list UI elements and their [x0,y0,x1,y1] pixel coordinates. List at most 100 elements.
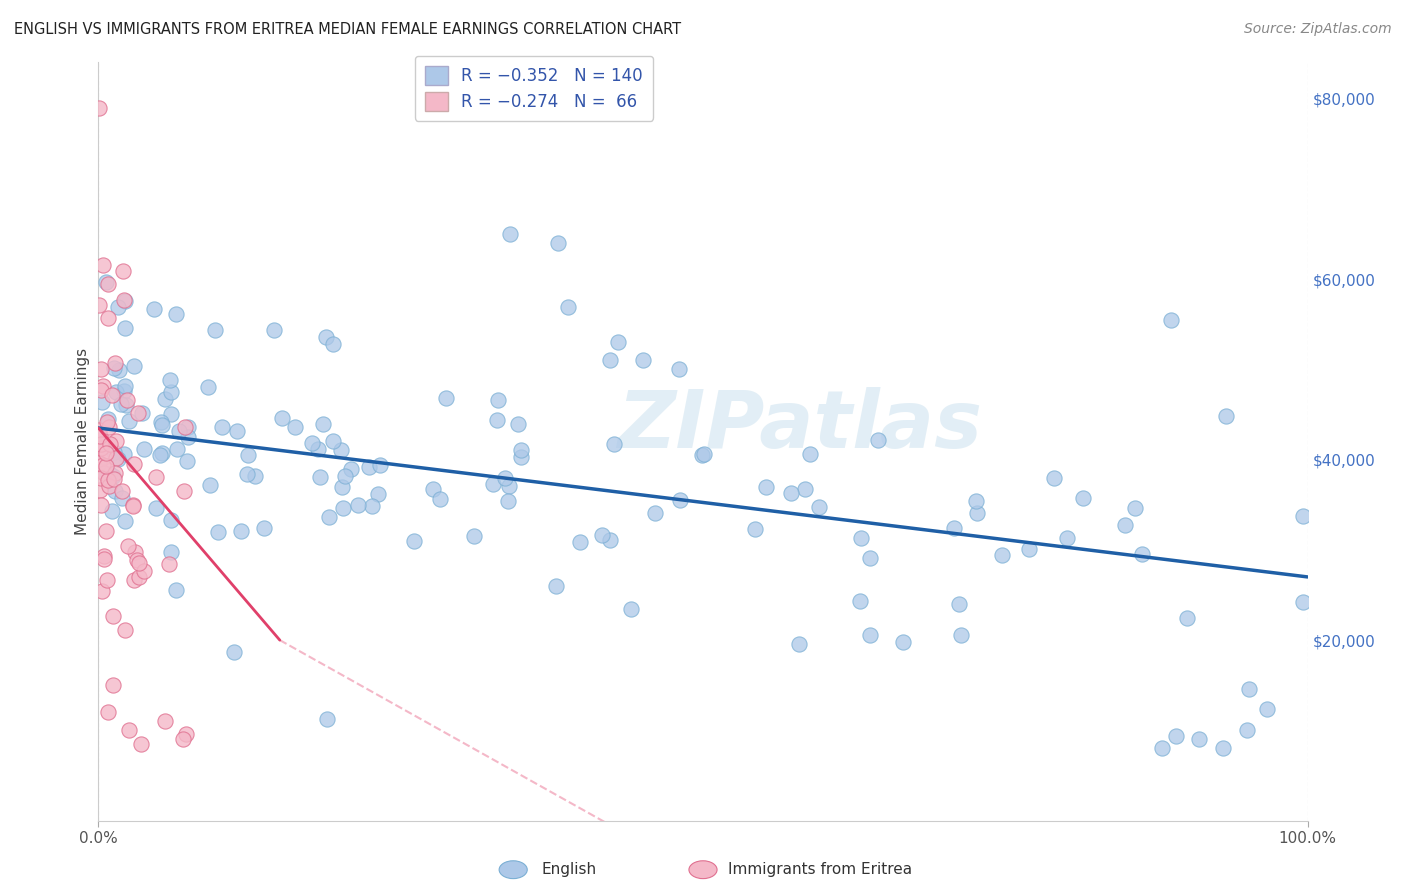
Point [891,635,914,649]
Point [966,506,988,520]
Point [329,443,352,458]
Point [557,300,579,314]
Point [166,442,188,457]
Point [112,446,135,460]
Point [322,434,344,448]
Point [498,227,520,241]
Point [91,258,114,272]
Point [591,528,613,542]
Point [97,706,120,720]
Point [103,468,125,483]
Point [93,450,115,464]
Point [1237,681,1260,696]
Point [97,412,120,426]
Point [111,491,134,505]
Point [93,466,115,480]
Point [693,447,716,461]
Point [173,483,195,498]
Point [176,430,198,444]
Point [160,407,183,421]
Point [744,522,766,536]
Point [603,437,626,451]
Point [97,473,120,487]
Point [330,480,353,494]
Point [145,470,167,484]
Point [122,499,145,513]
Point [159,384,181,399]
Point [1291,595,1313,609]
Point [211,420,233,434]
Point [115,393,138,408]
Point [780,486,803,500]
Point [165,307,187,321]
Point [463,529,485,543]
Point [90,437,112,451]
Point [238,449,260,463]
Point [950,628,973,642]
Point [148,448,170,462]
Text: English: English [541,863,596,877]
Point [1291,508,1313,523]
Point [89,101,111,115]
Point [89,456,111,470]
Point [176,727,198,741]
Point [103,361,125,376]
Point [124,545,146,559]
Point [93,549,115,563]
Point [90,395,112,409]
Point [361,500,384,514]
Point [107,452,129,467]
Y-axis label: Median Female Earnings: Median Female Earnings [75,348,90,535]
Point [859,551,882,566]
Point [150,415,173,429]
Point [1114,517,1136,532]
Point [252,521,274,535]
Point [96,459,118,474]
Point [544,579,567,593]
Point [93,458,115,473]
Point [1212,741,1234,756]
Point [849,531,872,545]
Point [1018,542,1040,557]
Point [402,534,425,549]
Point [94,467,117,481]
Point [948,597,970,611]
Point [153,714,176,729]
Point [96,573,118,587]
Point [90,498,112,512]
Point [112,384,135,398]
Point [263,323,285,337]
Text: ZIPatlas: ZIPatlas [617,387,983,466]
Text: ENGLISH VS IMMIGRANTS FROM ERITREA MEDIAN FEMALE EARNINGS CORRELATION CHART: ENGLISH VS IMMIGRANTS FROM ERITREA MEDIA… [14,22,681,37]
Point [94,524,117,538]
Point [486,413,509,427]
Point [690,448,713,462]
Point [87,298,110,312]
Point [159,513,181,527]
Point [207,524,229,539]
Point [422,482,444,496]
Point [110,397,132,411]
Point [90,362,112,376]
Point [197,380,219,394]
Point [569,534,592,549]
Point [335,469,357,483]
Point [1160,312,1182,326]
Point [129,737,152,751]
Point [307,442,329,457]
Point [1152,741,1174,756]
Point [1256,702,1278,716]
Point [808,500,831,514]
Point [127,406,149,420]
Point [122,359,145,374]
Point [225,424,247,438]
Point [482,477,505,491]
Point [367,487,389,501]
Point [347,498,370,512]
Point [301,436,323,450]
Point [359,460,381,475]
Point [599,353,621,368]
Point [547,235,569,250]
Point [755,481,778,495]
Point [89,483,111,498]
